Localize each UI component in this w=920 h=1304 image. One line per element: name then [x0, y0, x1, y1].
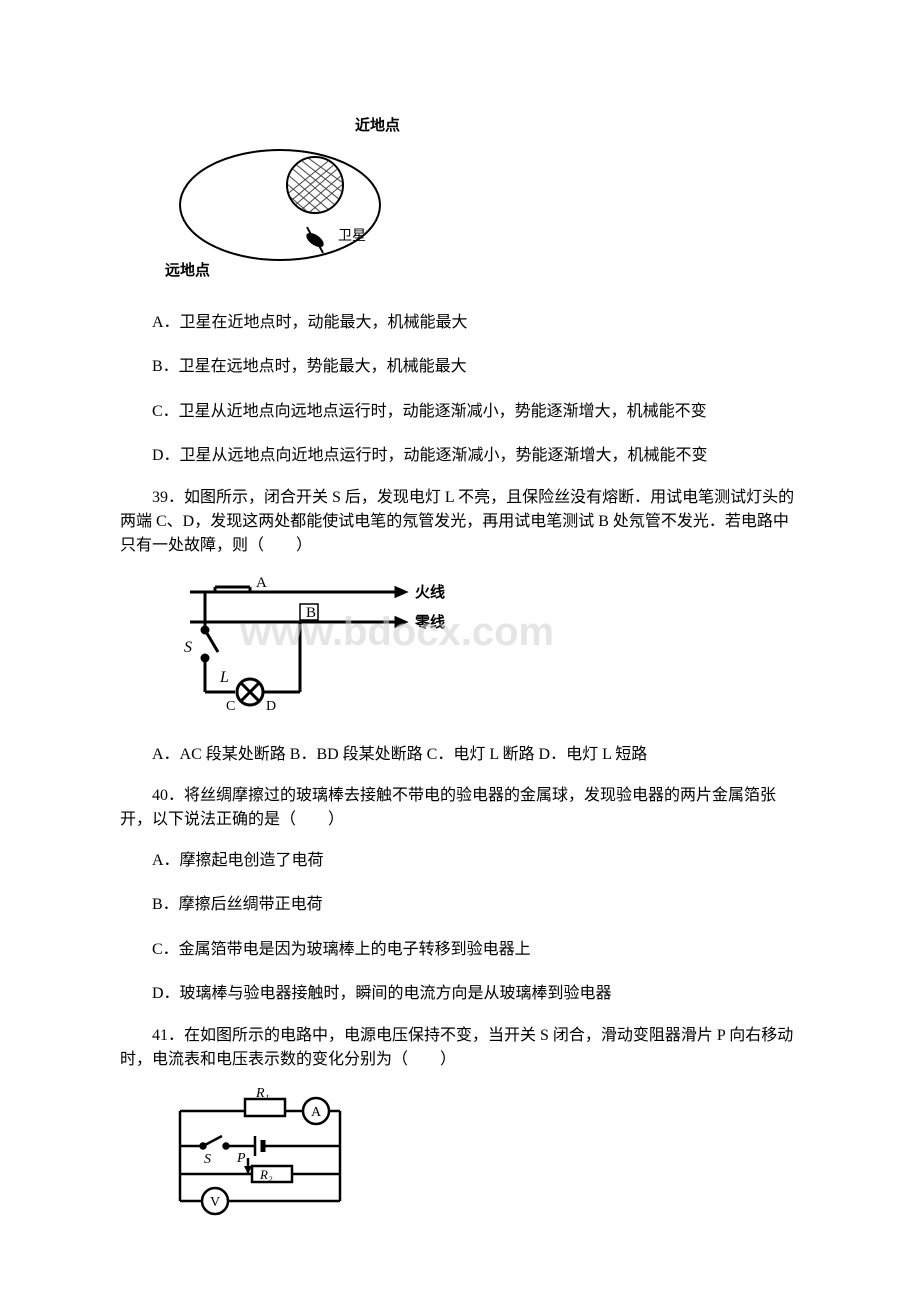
label-lamp-l: L: [219, 669, 229, 686]
q39-figure: A B 火线 零线 S L C D www.bdocx.com: [160, 572, 800, 720]
label-live-wire: 火线: [415, 583, 445, 601]
q40-option-d: D．玻璃棒与验电器接触时，瞬间的电流方向是从玻璃棒到验电器: [120, 979, 800, 1009]
q38-option-b: B．卫星在远地点时，势能最大，机械能最大: [120, 352, 800, 382]
label-far-point: 远地点: [165, 261, 210, 279]
q39-stem: 39．如图所示，闭合开关 S 后，发现电灯 L 不亮，且保险丝没有熔断．用试电笔…: [120, 486, 800, 558]
q38-figure: 近地点 远地点 卫星: [160, 110, 800, 288]
label-neutral-wire: 零线: [414, 613, 445, 631]
q39-options: A．AC 段某处断路 B．BD 段某处断路 C．电灯 L 断路 D．电灯 L 短…: [120, 740, 800, 770]
q41-figure: R₁ A S P R₂ V: [160, 1086, 800, 1224]
label-switch-s2: S: [204, 1152, 211, 1167]
label-near-point: 近地点: [355, 116, 400, 134]
q38-option-d: D．卫星从远地点向近地点运行时，动能逐渐减小，势能逐渐增大，机械能不变: [120, 441, 800, 471]
q40-option-a: A．摩擦起电创造了电荷: [120, 846, 800, 876]
label-switch-s: S: [184, 639, 192, 656]
label-r2: R₂: [259, 1167, 273, 1182]
q38-option-a: A．卫星在近地点时，动能最大，机械能最大: [120, 308, 800, 338]
label-voltmeter: V: [210, 1195, 220, 1210]
q40-option-c: C．金属箔带电是因为玻璃棒上的电子转移到验电器上: [120, 935, 800, 965]
label-ammeter: A: [311, 1105, 322, 1120]
q41-stem: 41．在如图所示的电路中，电源电压保持不变，当开关 S 闭合，滑动变阻器滑片 P…: [120, 1024, 800, 1072]
q40-option-b: B．摩擦后丝绸带正电荷: [120, 890, 800, 920]
page-root: 近地点 远地点 卫星 A．卫星在近地点时，动能最大，机械能最大 B．卫星在远地点…: [0, 0, 920, 1304]
label-point-c: C: [226, 699, 235, 712]
label-satellite: 卫星: [338, 229, 366, 244]
label-point-a: A: [256, 575, 267, 591]
label-r1: R₁: [255, 1086, 269, 1101]
label-point-d: D: [266, 699, 276, 712]
q38-option-c: C．卫星从近地点向远地点运行时，动能逐渐减小，势能逐渐增大，机械能不变: [120, 397, 800, 427]
label-point-b: B: [306, 605, 316, 621]
label-slider-p: P: [236, 1151, 246, 1166]
q40-stem: 40．将丝绸摩擦过的玻璃棒去接触不带电的验电器的金属球，发现验电器的两片金属箔张…: [120, 784, 800, 832]
